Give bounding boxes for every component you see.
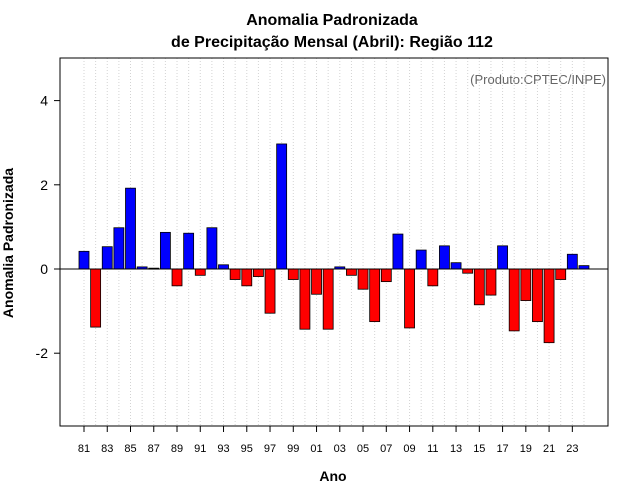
grid-lines (83, 58, 585, 426)
x-tick-label-93: 93 (217, 443, 229, 455)
bar-16 (485, 268, 497, 296)
bar-90 (183, 232, 195, 270)
y-tick-label--2: -2 (36, 345, 49, 361)
bar-07 (380, 268, 392, 283)
x-tick-label-01: 01 (310, 443, 322, 455)
bars (78, 143, 590, 344)
bar-22 (555, 268, 567, 280)
x-tick-label-09: 09 (403, 443, 415, 455)
bar-83 (101, 246, 113, 270)
bar-09 (404, 268, 415, 329)
bar-98 (276, 143, 288, 270)
x-tick-label-23: 23 (566, 443, 578, 455)
bar-12 (439, 245, 450, 270)
x-tick-label-13: 13 (450, 443, 462, 455)
x-tick-label-95: 95 (241, 443, 253, 455)
x-tick-label-89: 89 (171, 443, 183, 455)
bar-15 (473, 268, 485, 306)
bar-19 (520, 268, 532, 301)
bar-89 (171, 268, 183, 287)
x-tick-label-17: 17 (496, 443, 508, 455)
chart-title: Anomalia Padronizada (246, 12, 418, 29)
bar-23 (566, 253, 578, 270)
bar-04 (346, 268, 357, 276)
y-tick-label-4: 4 (40, 93, 48, 109)
bar-11 (427, 268, 439, 287)
bar-91 (194, 268, 206, 276)
x-tick-label-85: 85 (124, 443, 136, 455)
bar-82 (90, 268, 102, 328)
y-tick-label-0: 0 (40, 261, 48, 277)
bar-81 (78, 250, 90, 270)
bar-93 (218, 264, 229, 270)
bar-84 (113, 227, 125, 270)
x-tick-label-11: 11 (427, 443, 438, 455)
bar-96 (252, 268, 264, 277)
bar-92 (206, 227, 218, 270)
x-tick-label-97: 97 (264, 443, 276, 455)
bar-18 (508, 268, 520, 332)
bar-01 (311, 268, 322, 295)
bar-99 (287, 268, 299, 280)
y-axis-title: Anomalia Padronizada (0, 168, 16, 318)
x-tick-label-99: 99 (287, 443, 299, 455)
x-tick-label-19: 19 (520, 443, 532, 455)
plot-frame (59, 57, 609, 427)
bar-05 (357, 268, 369, 290)
x-tick-label-83: 83 (101, 443, 113, 455)
bar-88 (159, 231, 171, 270)
x-tick-label-21: 21 (543, 443, 555, 455)
bar-13 (450, 262, 462, 270)
bar-10 (415, 249, 427, 270)
axes: 4 2 0 -2 81 83 85 87 89 91 93 95 97 99 01 03 05 07 09 11 13 1… (36, 93, 608, 455)
bar-97 (264, 268, 276, 314)
x-tick-label-81: 81 (78, 443, 90, 455)
x-tick-label-91: 91 (194, 443, 206, 455)
bar-24 (578, 265, 590, 270)
bar-02 (322, 268, 334, 330)
x-tick-label-03: 03 (334, 443, 346, 455)
bar-21 (543, 268, 555, 344)
chart-subtitle: de Precipitação Mensal (Abril): Região 1… (171, 34, 493, 51)
x-tick-label-05: 05 (357, 443, 369, 455)
bar-95 (241, 268, 253, 287)
bar-14 (462, 268, 474, 274)
y-tick-label-2: 2 (40, 177, 48, 193)
x-tick-label-07: 07 (380, 443, 392, 455)
bar-17 (497, 245, 508, 270)
x-tick-label-15: 15 (473, 443, 485, 455)
bar-08 (392, 233, 404, 270)
bar-20 (532, 268, 543, 323)
x-axis-title: Ano (319, 468, 346, 484)
bar-06 (369, 268, 381, 323)
bar-85 (125, 187, 136, 270)
x-tick-label-87: 87 (148, 443, 160, 455)
bar-94 (229, 268, 241, 280)
bar-00 (299, 268, 311, 330)
credit-annotation: (Produto:CPTEC/INPE) (470, 72, 606, 87)
